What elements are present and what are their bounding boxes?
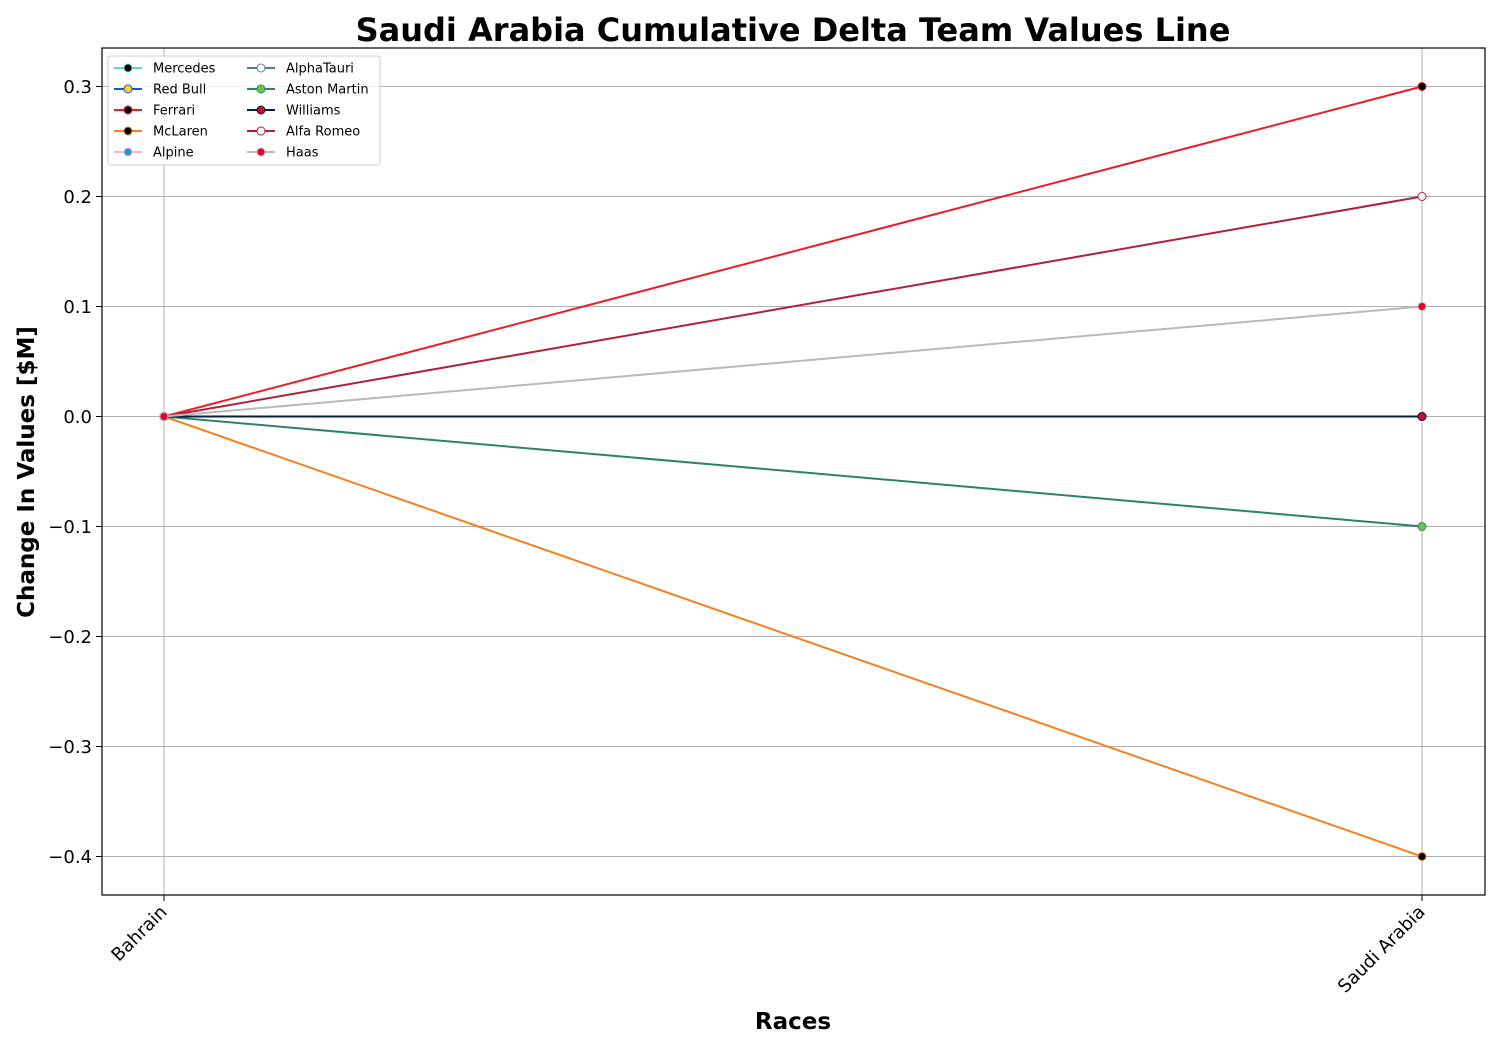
- legend: Mercedes Red Bull Ferrari McLaren Alpine Alph…: [107, 55, 381, 166]
- series-markers: [159, 82, 1427, 861]
- y-tick-label: 0.2: [63, 187, 92, 208]
- legend-swatch-marker: [123, 84, 133, 94]
- data-point-haas: [1417, 302, 1427, 311]
- y-axis-label: Change In Values [$M]: [14, 326, 40, 618]
- y-tick-label: 0.0: [63, 407, 92, 428]
- legend-label-haas: Haas: [286, 146, 319, 161]
- series-line-alfa-romeo: [163, 195, 1423, 418]
- legend-label-mclaren: McLaren: [153, 125, 208, 140]
- data-point-aston-martin: [1417, 522, 1427, 531]
- legend-label-aston-martin: Aston Martin: [286, 83, 369, 98]
- legend-swatch-marker: [256, 63, 266, 73]
- y-tick-label: −0.1: [48, 517, 92, 538]
- series-lines: [163, 85, 1423, 858]
- legend-label-red-bull: Red Bull: [153, 83, 206, 98]
- x-axis-label: Races: [755, 1009, 831, 1035]
- legend-swatch-marker: [256, 84, 266, 94]
- y-tick-label: −0.3: [48, 737, 92, 758]
- legend-swatch-marker: [256, 105, 266, 115]
- data-point-mclaren: [1417, 852, 1427, 861]
- legend-swatch-marker: [256, 126, 266, 136]
- chart-title: Saudi Arabia Cumulative Delta Team Value…: [356, 11, 1231, 49]
- series-line-mclaren: [163, 415, 1423, 858]
- series-line-haas: [163, 305, 1423, 418]
- y-tick-label: −0.2: [48, 627, 92, 648]
- series-line-aston-martin: [163, 415, 1423, 528]
- y-tick-label: −0.4: [48, 847, 92, 868]
- legend-label-mercedes: Mercedes: [153, 62, 216, 77]
- legend-label-alphatauri: AlphaTauri: [286, 62, 354, 77]
- legend-label-ferrari: Ferrari: [153, 104, 195, 119]
- legend-label-alpine: Alpine: [153, 146, 194, 161]
- legend-box: [107, 55, 381, 166]
- legend-swatch-marker: [123, 147, 133, 157]
- series-line-ferrari: [163, 85, 1423, 418]
- data-point-williams: [1417, 412, 1427, 421]
- legend-swatch-marker: [123, 105, 133, 115]
- y-tick-label: 0.3: [63, 77, 92, 98]
- legend-swatch-marker: [256, 147, 266, 157]
- plot-frame: [101, 47, 1486, 896]
- data-point-alfa-romeo: [1417, 192, 1427, 201]
- y-tick-label: 0.1: [63, 297, 92, 318]
- data-point-ferrari: [1417, 82, 1427, 91]
- legend-swatch-marker: [123, 126, 133, 136]
- legend-swatch-marker: [123, 63, 133, 73]
- data-point-haas: [159, 412, 169, 421]
- legend-label-williams: Williams: [286, 104, 341, 119]
- legend-label-alfa-romeo: Alfa Romeo: [286, 125, 360, 140]
